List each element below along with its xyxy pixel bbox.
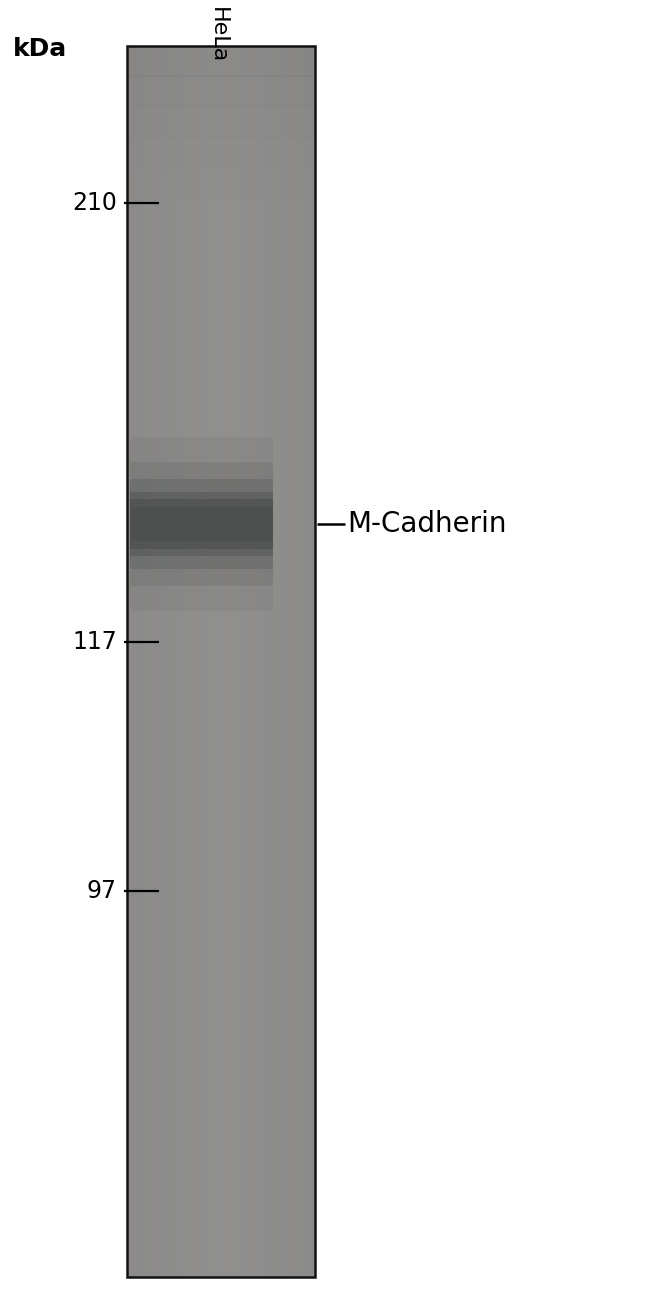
Bar: [233, 46, 237, 1277]
Bar: [130, 479, 273, 569]
Bar: [199, 46, 203, 1277]
Bar: [205, 46, 209, 1277]
Bar: [274, 46, 278, 1277]
Text: M-Cadherin: M-Cadherin: [348, 510, 507, 538]
Bar: [240, 46, 244, 1277]
Text: 210: 210: [72, 191, 117, 215]
Bar: [152, 46, 155, 1277]
Bar: [296, 46, 300, 1277]
Bar: [259, 46, 263, 1277]
Bar: [142, 46, 146, 1277]
Bar: [246, 46, 250, 1277]
Bar: [300, 46, 304, 1277]
Bar: [303, 46, 307, 1277]
Text: 97: 97: [87, 879, 117, 903]
Bar: [209, 46, 212, 1277]
Bar: [127, 46, 315, 1277]
Bar: [231, 46, 234, 1277]
Bar: [250, 46, 253, 1277]
Bar: [127, 46, 315, 1277]
Bar: [190, 46, 194, 1277]
Bar: [243, 46, 247, 1277]
Bar: [133, 46, 136, 1277]
Bar: [130, 438, 273, 610]
Bar: [146, 46, 150, 1277]
Bar: [139, 46, 143, 1277]
Bar: [130, 46, 134, 1277]
Bar: [130, 499, 273, 549]
Bar: [227, 46, 231, 1277]
Bar: [127, 45, 315, 76]
Bar: [174, 46, 177, 1277]
Bar: [155, 46, 159, 1277]
Bar: [127, 138, 315, 169]
Bar: [130, 507, 273, 541]
Bar: [237, 46, 240, 1277]
Bar: [268, 46, 272, 1277]
Bar: [127, 75, 315, 107]
Text: kDa: kDa: [13, 37, 67, 60]
Bar: [196, 46, 200, 1277]
Bar: [271, 46, 275, 1277]
Bar: [287, 46, 291, 1277]
Bar: [187, 46, 190, 1277]
Text: 117: 117: [72, 630, 117, 654]
Bar: [177, 46, 181, 1277]
Bar: [306, 46, 309, 1277]
Text: HeLa: HeLa: [208, 7, 227, 63]
Bar: [262, 46, 266, 1277]
Bar: [164, 46, 168, 1277]
Bar: [255, 46, 259, 1277]
Bar: [171, 46, 174, 1277]
Bar: [312, 46, 316, 1277]
Bar: [265, 46, 269, 1277]
Bar: [192, 46, 196, 1277]
Bar: [127, 106, 315, 139]
Bar: [127, 168, 315, 199]
Bar: [221, 46, 225, 1277]
Bar: [161, 46, 165, 1277]
Bar: [214, 46, 218, 1277]
Bar: [180, 46, 184, 1277]
Bar: [218, 46, 222, 1277]
Bar: [309, 46, 313, 1277]
Bar: [130, 462, 273, 587]
Bar: [293, 46, 297, 1277]
Bar: [290, 46, 294, 1277]
Bar: [278, 46, 281, 1277]
Bar: [136, 46, 140, 1277]
Bar: [281, 46, 285, 1277]
Bar: [130, 491, 273, 557]
Bar: [284, 46, 287, 1277]
Bar: [212, 46, 215, 1277]
Bar: [149, 46, 153, 1277]
Bar: [158, 46, 162, 1277]
Bar: [252, 46, 256, 1277]
Bar: [168, 46, 172, 1277]
Bar: [224, 46, 228, 1277]
Bar: [202, 46, 206, 1277]
Bar: [127, 46, 131, 1277]
Bar: [183, 46, 187, 1277]
